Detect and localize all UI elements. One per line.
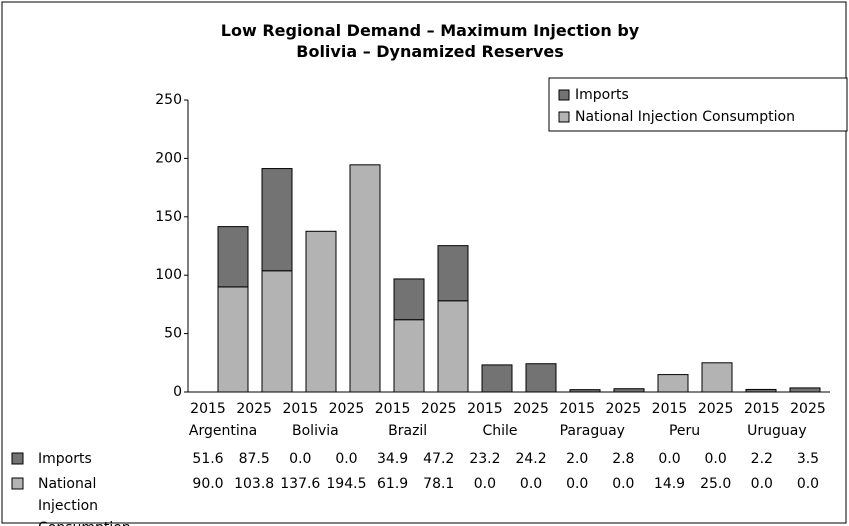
bar-segment xyxy=(481,364,513,393)
table-value: 61.9 xyxy=(377,476,408,492)
bar-segment xyxy=(217,286,249,393)
table-value: 25.0 xyxy=(700,476,731,492)
bar-segment xyxy=(349,164,381,393)
y-tick-label: 200 xyxy=(155,150,182,166)
table-value: 0.0 xyxy=(705,451,727,467)
table-value: 34.9 xyxy=(377,451,408,467)
legend-label: Imports xyxy=(575,87,629,103)
table-value: 103.8 xyxy=(234,476,274,492)
group-label: Paraguay xyxy=(560,423,625,439)
legend-label: National Injection Consumption xyxy=(575,109,795,125)
x-tick-label: 2025 xyxy=(513,401,549,417)
table-value: 87.5 xyxy=(239,451,270,467)
table-value: 0.0 xyxy=(797,476,819,492)
table-value: 3.5 xyxy=(797,451,819,467)
group-label: Uruguay xyxy=(747,423,807,439)
x-tick-label: 2025 xyxy=(329,401,365,417)
bar-segment xyxy=(525,363,557,393)
table-value: 0.0 xyxy=(474,476,496,492)
bar-segment xyxy=(613,388,645,393)
x-tick-label: 2015 xyxy=(744,401,780,417)
x-tick-label: 2015 xyxy=(652,401,688,417)
x-tick-label: 2015 xyxy=(190,401,226,417)
table-value: 0.0 xyxy=(520,476,542,492)
table-value: 0.0 xyxy=(658,451,680,467)
bar-segment xyxy=(305,230,337,393)
table-value: 0.0 xyxy=(612,476,634,492)
bar-segment xyxy=(261,168,293,272)
group-label: Bolivia xyxy=(292,423,339,439)
table-value: 194.5 xyxy=(326,476,366,492)
bar-segment xyxy=(437,300,469,393)
y-tick-label: 0 xyxy=(173,384,182,400)
table-value: 0.0 xyxy=(335,451,357,467)
bar-segment xyxy=(789,387,821,393)
legend-swatch xyxy=(558,89,570,101)
table-swatch xyxy=(11,477,24,490)
x-tick-label: 2015 xyxy=(375,401,411,417)
bar-segment xyxy=(569,389,601,393)
table-value: 14.9 xyxy=(654,476,685,492)
group-label: Chile xyxy=(482,423,517,439)
bar-segment xyxy=(261,270,293,393)
table-value: 47.2 xyxy=(423,451,454,467)
table-row-label: Imports xyxy=(38,451,92,467)
legend-swatch xyxy=(558,111,570,123)
x-tick-label: 2025 xyxy=(421,401,457,417)
x-tick-label: 2025 xyxy=(790,401,826,417)
table-value: 2.2 xyxy=(751,451,773,467)
y-tick-label: 250 xyxy=(155,92,182,108)
x-tick-label: 2025 xyxy=(236,401,272,417)
x-tick-label: 2025 xyxy=(606,401,642,417)
legend-box xyxy=(548,77,848,132)
bar-segment xyxy=(393,319,425,393)
table-value: 90.0 xyxy=(192,476,223,492)
table-value: 78.1 xyxy=(423,476,454,492)
group-label: Peru xyxy=(669,423,700,439)
table-value: 2.8 xyxy=(612,451,634,467)
bar-segment xyxy=(745,388,777,393)
chart-title: Low Regional Demand – Maximum Injection … xyxy=(220,21,640,61)
x-tick-label: 2015 xyxy=(282,401,318,417)
bar-segment xyxy=(437,245,469,302)
bar-segment xyxy=(217,226,249,288)
bar-segment xyxy=(701,362,733,393)
table-swatch xyxy=(11,452,24,465)
table-value: 23.2 xyxy=(469,451,500,467)
bar-segment xyxy=(393,278,425,321)
group-label: Argentina xyxy=(189,423,257,439)
table-value: 0.0 xyxy=(751,476,773,492)
x-tick-label: 2015 xyxy=(467,401,503,417)
x-tick-label: 2015 xyxy=(559,401,595,417)
table-value: 24.2 xyxy=(515,451,546,467)
y-tick-label: 150 xyxy=(155,209,182,225)
y-tick-label: 50 xyxy=(164,326,182,342)
y-tick-label: 100 xyxy=(155,267,182,283)
group-label: Brazil xyxy=(388,423,427,439)
table-value: 137.6 xyxy=(280,476,320,492)
table-value: 2.0 xyxy=(566,451,588,467)
x-tick-label: 2025 xyxy=(698,401,734,417)
bar-segment xyxy=(657,374,689,393)
table-value: 0.0 xyxy=(289,451,311,467)
table-row-label: National Injection Consumption xyxy=(38,476,131,526)
table-value: 0.0 xyxy=(566,476,588,492)
table-value: 51.6 xyxy=(192,451,223,467)
